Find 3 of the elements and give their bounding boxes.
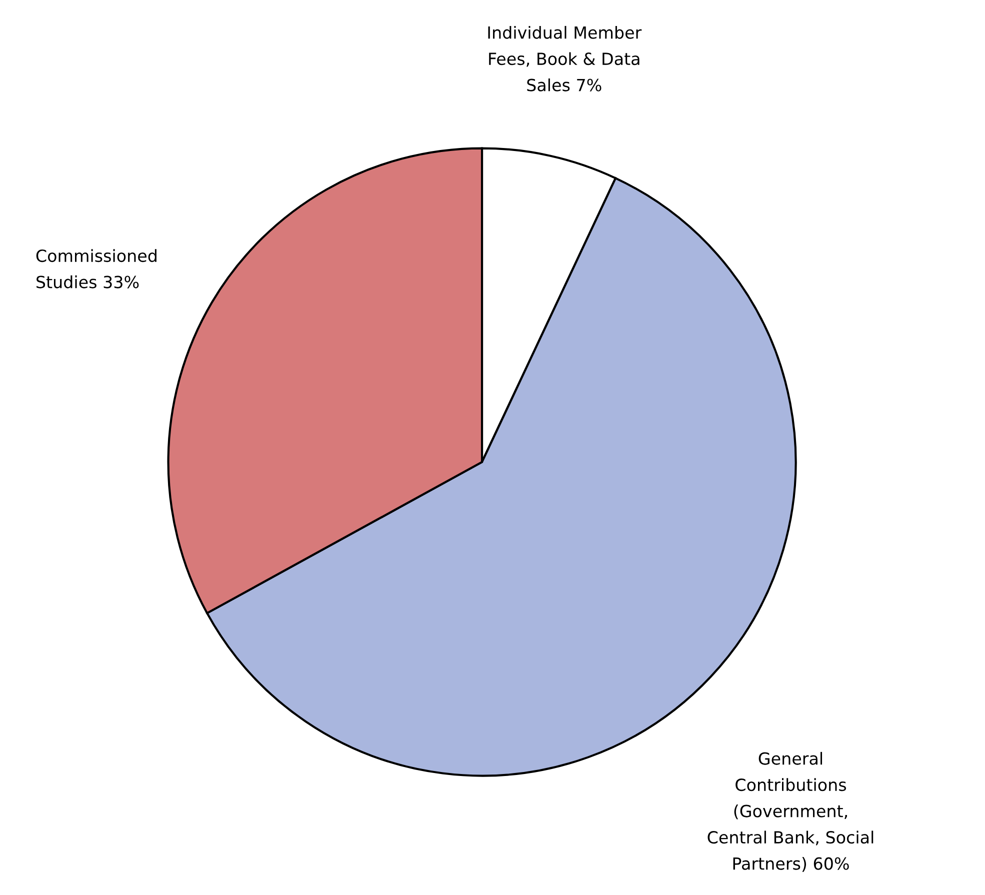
slice-label: General Contributions (Government, Central Bank, Social Partners) 60% (708, 752, 874, 872)
slice-label: Individual Member Fees, Book & Data Sales 7% (488, 26, 642, 92)
slice-label: Commissioned Studies 33% (36, 249, 156, 288)
